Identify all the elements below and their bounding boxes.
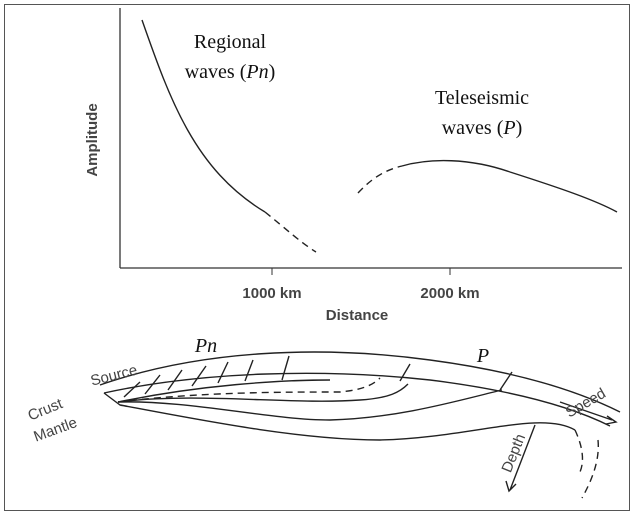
frame: [4, 4, 630, 511]
regional-curve-extension: [264, 211, 317, 253]
regional-label: waves (Pn): [185, 61, 276, 83]
teleseismic-curve-extension: [357, 165, 403, 194]
regional-label: Regional: [194, 31, 267, 53]
teleseismic-curve: [401, 159, 618, 213]
source-label: Source: [89, 362, 139, 390]
label-part: Pn: [245, 61, 268, 83]
regional-curve: [141, 19, 266, 213]
p-label: P: [476, 345, 489, 367]
teleseismic-label: Teleseismic: [435, 87, 529, 109]
y-axis-label: Amplitude: [84, 103, 101, 176]
pn-label: Pn: [194, 335, 217, 357]
label-part: waves (: [185, 61, 247, 83]
cross-section: [99, 351, 621, 499]
teleseismic-label: waves (P): [442, 117, 523, 139]
label-part: P: [502, 117, 515, 139]
x-axis-label: Distance: [326, 307, 389, 324]
label-part: waves (: [442, 117, 504, 139]
x-tick-label: 2000 km: [420, 285, 479, 302]
label-part: ): [516, 117, 523, 139]
x-tick-label: 1000 km: [242, 285, 301, 302]
label-part: ): [269, 61, 276, 83]
